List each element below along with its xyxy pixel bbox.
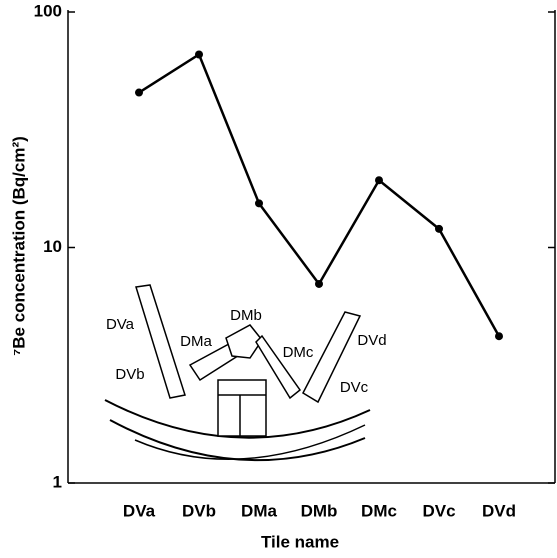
inset-label: DVa bbox=[106, 316, 135, 333]
y-axis-label: ⁷Be concentration (Bq/cm²) bbox=[9, 136, 28, 356]
line bbox=[139, 54, 499, 336]
point bbox=[195, 50, 203, 58]
inset-label: DMa bbox=[180, 333, 212, 350]
x-tick-label: DVc bbox=[422, 501, 455, 520]
x-tick-label: DMc bbox=[361, 501, 397, 520]
y-tick-label: 10 bbox=[43, 237, 62, 256]
plot bbox=[135, 50, 503, 340]
x-tick-label: DMb bbox=[301, 501, 338, 520]
point bbox=[255, 199, 263, 207]
x-tick-label: DVa bbox=[123, 501, 156, 520]
chart: Tile name ⁷Be concentration (Bq/cm²) DVa… bbox=[0, 0, 557, 553]
inset-label: DVc bbox=[340, 379, 369, 396]
point bbox=[435, 225, 443, 233]
x-tick-label: DVb bbox=[182, 501, 216, 520]
x-axis-label: Tile name bbox=[261, 532, 339, 551]
inset-label: DMc bbox=[283, 344, 314, 361]
inset-label: DVb bbox=[115, 366, 144, 383]
x-tick-label: DVd bbox=[482, 501, 516, 520]
inset-label: DVd bbox=[357, 332, 386, 349]
point bbox=[375, 176, 383, 184]
point bbox=[315, 280, 323, 288]
point bbox=[135, 89, 143, 97]
y-tick-label: 100 bbox=[34, 1, 62, 20]
x-tick-label: DMa bbox=[241, 501, 277, 520]
inset-label: DMb bbox=[230, 307, 262, 324]
y-tick-label: 1 bbox=[53, 472, 62, 491]
point bbox=[495, 332, 503, 340]
